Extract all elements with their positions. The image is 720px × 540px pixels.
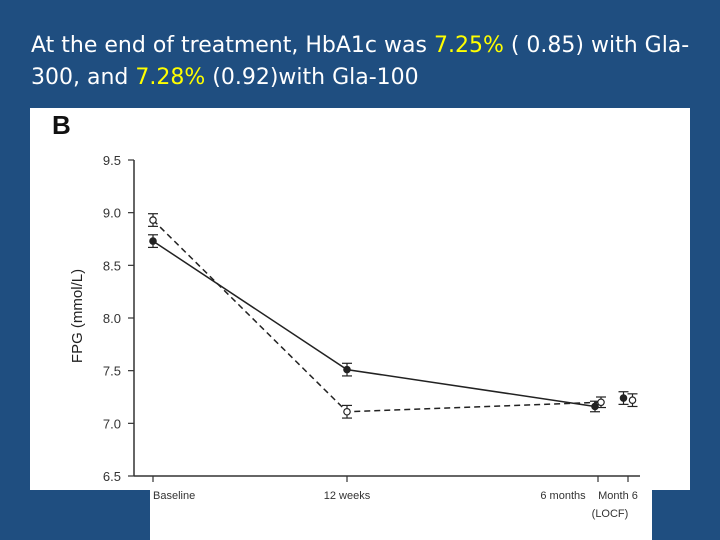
data-point-gla-300 [619, 394, 628, 402]
footer-bar-left [30, 490, 150, 540]
series-line-gla-300 [152, 240, 596, 408]
chart-panel [30, 108, 690, 540]
series-line-gla-100 [152, 219, 602, 413]
data-point-gla-300 [343, 365, 351, 374]
hba1c-gla100-value: 7.28% [135, 65, 206, 90]
x-tick-label: Baseline [153, 490, 195, 502]
y-tick-label: 6.5 [103, 469, 121, 484]
y-tick-label: 7.5 [103, 364, 121, 379]
x-tick-label: Month 6 [598, 490, 638, 502]
slide-title: At the end of treatment, HbA1c was 7.25%… [31, 30, 701, 94]
data-point-gla-100 [628, 396, 637, 404]
y-tick-label: 9.5 [103, 153, 121, 168]
footer-bar-right [652, 490, 690, 540]
y-tick-label: 7.0 [103, 416, 121, 431]
title-text-3: (0.92)with Gla-100 [205, 65, 419, 90]
y-tick-label: 8.0 [103, 311, 121, 326]
data-point-gla-100 [149, 216, 157, 224]
hba1c-gla300-value: 7.25% [433, 33, 504, 58]
panel-label: B [52, 110, 71, 140]
y-tick-label: 9.0 [103, 206, 121, 221]
x-tick-label: (LOCF) [592, 508, 629, 520]
data-point-gla-100 [343, 407, 351, 416]
data-point-gla-100 [597, 398, 605, 407]
y-tick-label: 8.5 [103, 258, 121, 273]
title-text-2: ( 0.85) with Gla-300, and [31, 33, 690, 90]
y-axis-label: FPG (mmol/L) [69, 269, 86, 363]
data-point-gla-300 [591, 402, 599, 411]
data-point-gla-300 [149, 237, 157, 245]
x-tick-label: 6 months [540, 490, 586, 502]
title-text-1: At the end of treatment, HbA1c was [31, 33, 434, 58]
slide-header: At the end of treatment, HbA1c was 7.25%… [0, 0, 720, 108]
x-tick-label: 12 weeks [324, 490, 371, 502]
